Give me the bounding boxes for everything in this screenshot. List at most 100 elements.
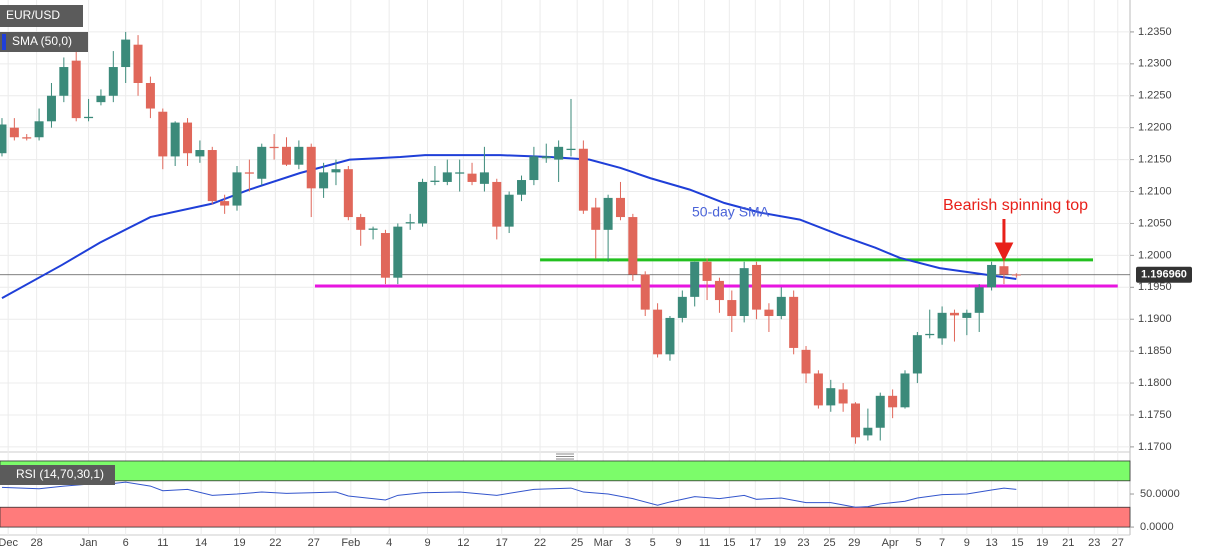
title-box: [0, 465, 115, 485]
candle-body: [34, 121, 44, 138]
candle-body: [356, 217, 366, 230]
candle-body: [578, 148, 588, 211]
chart-title: EUR/USD: [6, 8, 60, 22]
candle-body: [949, 312, 959, 316]
x-tick-label: Apr: [882, 537, 899, 549]
x-tick-label: 21: [1062, 537, 1074, 549]
candle-body: [541, 156, 551, 159]
candle-body: [145, 82, 155, 109]
x-tick-label: 11: [699, 537, 710, 549]
candle-body: [813, 373, 823, 406]
candle-body: [628, 217, 638, 275]
candle-body: [690, 261, 700, 297]
rsi-band: [0, 460, 1131, 482]
x-tick-label: 7: [939, 537, 945, 549]
candle-body: [479, 172, 489, 184]
candle-body: [170, 122, 180, 157]
candle-body: [418, 181, 428, 224]
candle-body: [0, 124, 7, 154]
x-tick-label: 19: [1036, 537, 1048, 549]
y-tick-label: 1.2250: [1138, 90, 1172, 102]
legend-swatch: [2, 34, 6, 50]
y-tick-label: 1.2350: [1138, 26, 1172, 38]
candle-body: [826, 388, 836, 406]
x-tick-label: 25: [571, 537, 583, 549]
candle-body: [455, 172, 465, 174]
x-tick-label: 3: [625, 537, 631, 549]
panel-title: RSI (14,70,30,1): [16, 467, 104, 481]
x-tick-label: 22: [269, 537, 281, 549]
y-tick-label: 1.2050: [1138, 217, 1172, 229]
candle-body: [220, 201, 230, 206]
x-tick-label: 6: [123, 537, 129, 549]
candle-body: [343, 169, 353, 218]
candle-body: [566, 148, 576, 151]
candle-body: [912, 335, 922, 374]
candle-body: [467, 173, 477, 182]
y-tick-label: 1.1850: [1138, 345, 1172, 357]
candle-body: [974, 287, 984, 313]
candle-body: [937, 312, 947, 339]
candle-body: [244, 172, 254, 174]
candle-body: [640, 274, 650, 310]
candle-body: [281, 146, 291, 165]
candle-body: [702, 261, 712, 281]
candle-body: [195, 150, 205, 157]
candle-body: [319, 172, 329, 189]
x-tick-label: 13: [985, 537, 997, 549]
candle-body: [492, 181, 502, 227]
x-tick-label: 17: [496, 537, 508, 549]
candle-body: [59, 67, 69, 96]
candle-body: [183, 122, 193, 154]
x-tick-label: Mar: [594, 537, 613, 549]
x-tick-label: 15: [1011, 537, 1023, 549]
rsi-line: [1, 481, 1017, 508]
candle-body: [96, 95, 106, 103]
x-tick-label: 28: [30, 537, 42, 549]
candle-body: [554, 146, 564, 160]
x-tick-label: 19: [233, 537, 245, 549]
candle-body: [46, 95, 56, 122]
x-tick-label: 27: [1112, 537, 1124, 549]
candle-body: [752, 264, 762, 310]
candle-body: [71, 60, 81, 119]
candle-body: [269, 146, 279, 149]
candle-body: [84, 116, 94, 119]
y-tick-label: 1.2300: [1138, 58, 1172, 70]
arrow: [994, 219, 1014, 262]
last-price-label: 1.196960: [1141, 269, 1187, 281]
candle-body: [789, 296, 799, 348]
y-tick-label: 1.1750: [1138, 409, 1172, 421]
y-tick-label: 1.2150: [1138, 154, 1172, 166]
x-tick-label: 5: [650, 537, 656, 549]
candle-body: [677, 296, 687, 318]
x-tick-label: Feb: [341, 537, 360, 549]
y-tick-label: 1.1950: [1138, 281, 1172, 293]
candle-body: [999, 266, 1009, 275]
y-tick-label: 1.1800: [1138, 377, 1172, 389]
candle-body: [108, 67, 118, 96]
x-tick-label: 19: [774, 537, 786, 549]
x-tick-label: 14: [195, 537, 207, 549]
x-tick-label: 4: [386, 537, 392, 549]
last-price-tag: 1.196960: [1136, 266, 1192, 283]
candle-body: [739, 268, 749, 317]
x-tick-label: 9: [424, 537, 430, 549]
candle-body: [888, 395, 898, 408]
candle-body: [133, 44, 143, 83]
annotation: 50-day SMA: [692, 204, 770, 220]
candle-body: [875, 395, 885, 428]
x-tick-label: Jan: [80, 537, 98, 549]
annotation: Bearish spinning top: [943, 197, 1088, 214]
candle-body: [1011, 274, 1021, 276]
y-tick-label: 50.0000: [1140, 488, 1180, 500]
candle-body: [158, 111, 168, 157]
candle-body: [207, 150, 217, 202]
x-tick-label: 29: [848, 537, 860, 549]
candle-body: [331, 169, 341, 173]
x-tick-label: 22: [534, 537, 546, 549]
candle-body: [925, 333, 935, 336]
x-tick-label: 11: [157, 537, 168, 549]
candle-body: [121, 39, 131, 68]
